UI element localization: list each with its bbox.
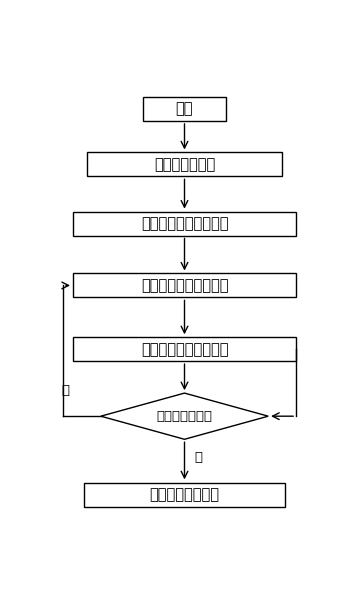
Text: 输出最优参数组合: 输出最优参数组合 [149, 487, 220, 502]
Text: 否: 否 [61, 384, 69, 397]
FancyBboxPatch shape [84, 483, 285, 507]
Text: 确定适应度函数: 确定适应度函数 [154, 157, 215, 172]
Text: 开始: 开始 [176, 101, 193, 116]
Text: 种群个体适应度值评估: 种群个体适应度值评估 [141, 341, 228, 356]
Text: 是: 是 [194, 451, 202, 464]
FancyBboxPatch shape [73, 274, 296, 298]
Text: 选择、交叉、变异算子: 选择、交叉、变异算子 [141, 278, 228, 293]
Text: 满足终止条件？: 满足终止条件？ [157, 410, 212, 422]
FancyBboxPatch shape [73, 337, 296, 361]
FancyBboxPatch shape [87, 152, 282, 176]
Text: 编码及初始种群的生成: 编码及初始种群的生成 [141, 216, 228, 231]
FancyBboxPatch shape [143, 97, 226, 121]
Polygon shape [101, 393, 268, 439]
FancyBboxPatch shape [73, 212, 296, 236]
